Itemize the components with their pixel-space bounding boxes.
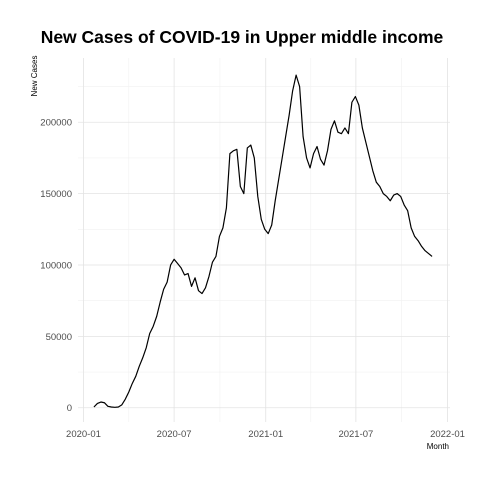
grid bbox=[78, 58, 450, 422]
chart-title: New Cases of COVID-19 in Upper middle in… bbox=[41, 27, 444, 47]
x-tick-label: 2021-07 bbox=[338, 429, 373, 440]
series-line bbox=[93, 74, 433, 408]
x-axis: 2020-01 2020-07 2021-01 2021-07 2022-01 bbox=[66, 429, 465, 440]
y-axis-title: New Cases bbox=[30, 56, 39, 97]
y-tick-label: 50000 bbox=[46, 332, 72, 343]
x-tick-label: 2021-01 bbox=[248, 429, 283, 440]
x-tick-label: 2020-01 bbox=[66, 429, 101, 440]
y-tick-label: 0 bbox=[67, 403, 72, 414]
x-tick-label: 2020-07 bbox=[157, 429, 192, 440]
x-tick-label: 2022-01 bbox=[430, 429, 465, 440]
series-group bbox=[93, 74, 433, 408]
y-tick-label: 100000 bbox=[40, 260, 72, 271]
y-tick-label: 200000 bbox=[40, 118, 72, 129]
y-axis: 0 50000 100000 150000 200000 bbox=[40, 118, 72, 414]
y-tick-label: 150000 bbox=[40, 189, 72, 200]
x-axis-title: Month bbox=[427, 442, 449, 451]
